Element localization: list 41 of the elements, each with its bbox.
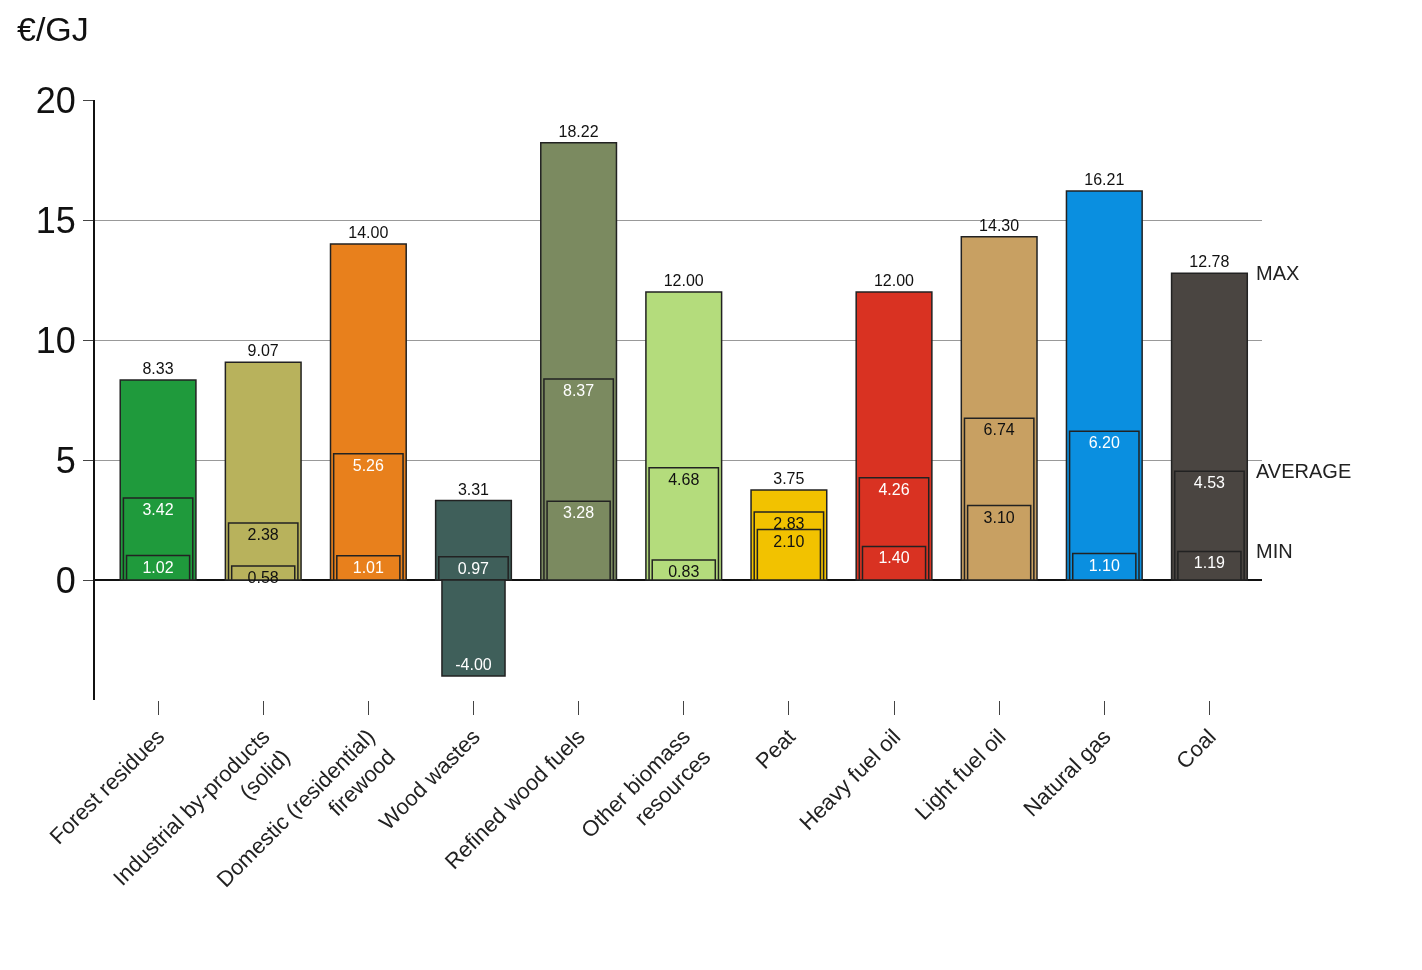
data-label: 2.83 [773, 515, 805, 533]
data-label: 1.01 [352, 558, 384, 576]
data-label: 14.30 [979, 216, 1020, 234]
data-label: 14.00 [348, 224, 389, 241]
data-label: 4.53 [1193, 474, 1226, 492]
data-label: 1.10 [1088, 556, 1120, 574]
data-label: 16.21 [1084, 170, 1125, 188]
data-label: 12.00 [663, 272, 704, 289]
data-label: 6.20 [1088, 434, 1120, 452]
y-tick-label: 10 [35, 319, 76, 361]
data-label: 3.75 [773, 470, 805, 487]
y-axis-title: €/GJ [17, 10, 89, 48]
data-label: 3.42 [142, 500, 174, 518]
data-label: 6.74 [983, 421, 1015, 439]
data-label: 12.00 [873, 272, 915, 289]
data-label: 2.38 [247, 525, 279, 543]
series-label: MIN [1256, 540, 1293, 562]
y-tick-label: 15 [35, 199, 76, 241]
data-label: 0.83 [668, 563, 700, 581]
data-label: 3.28 [563, 504, 595, 522]
data-label: 1.02 [142, 558, 174, 576]
data-label: 1.40 [878, 549, 910, 567]
data-label: 12.78 [1189, 253, 1230, 271]
data-label: -4.00 [455, 656, 492, 673]
y-tick-label: 0 [55, 559, 76, 601]
data-label: 2.10 [773, 532, 805, 550]
data-label: 3.31 [457, 480, 490, 498]
data-label: 5.26 [352, 456, 384, 474]
data-label: 9.07 [247, 342, 279, 360]
data-label: 18.22 [558, 122, 599, 140]
y-tick-label: 20 [35, 79, 76, 121]
data-label: 4.68 [668, 470, 700, 488]
y-tick-label: 5 [55, 439, 76, 481]
data-label: 1.19 [1193, 554, 1226, 572]
data-label: 8.33 [142, 360, 174, 378]
data-label: 3.10 [983, 508, 1015, 526]
data-label: 0.97 [457, 559, 490, 577]
data-label: 4.26 [878, 480, 910, 498]
series-label: AVERAGE [1256, 460, 1352, 482]
series-label: MAX [1256, 262, 1300, 284]
data-label: 8.37 [563, 382, 595, 400]
